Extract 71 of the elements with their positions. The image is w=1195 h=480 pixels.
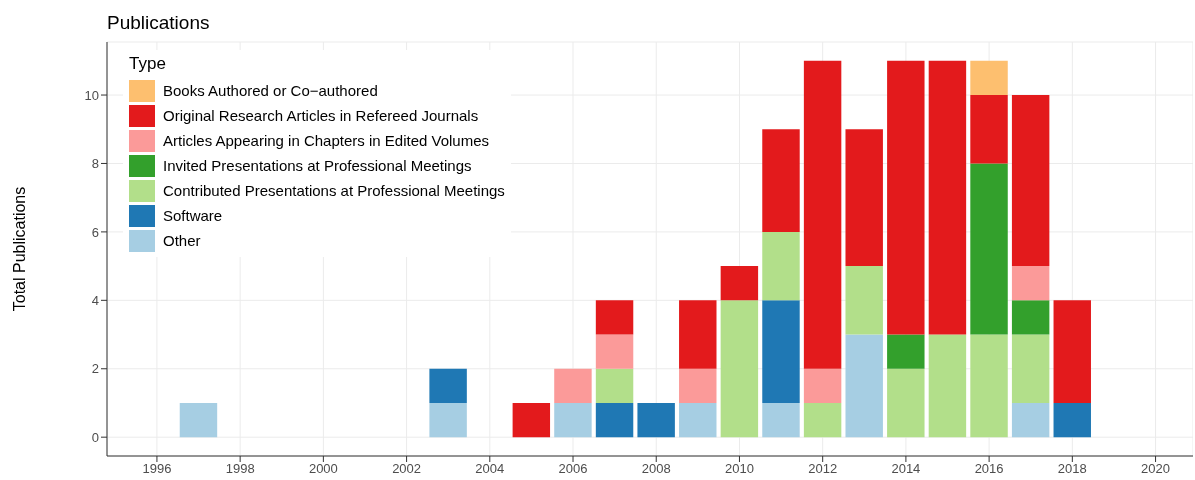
bar bbox=[928, 334, 967, 438]
x-tick-label: 2014 bbox=[891, 461, 921, 477]
legend-label: Books Authored or Co−authored bbox=[163, 82, 378, 99]
x-tick-label: 2008 bbox=[641, 461, 671, 477]
y-tick-label: 4 bbox=[91, 292, 99, 308]
bar bbox=[595, 334, 634, 369]
legend-label: Articles Appearing in Chapters in Edited Volumes bbox=[163, 132, 490, 149]
legend-label: Contributed Presentations at Professional Meetings bbox=[163, 182, 505, 199]
bar bbox=[887, 368, 925, 438]
y-tick-label: 10 bbox=[84, 87, 99, 103]
bar bbox=[679, 402, 717, 438]
bar bbox=[679, 300, 717, 369]
bar bbox=[720, 300, 759, 438]
x-tick-label: 2000 bbox=[308, 461, 338, 477]
bar bbox=[429, 368, 467, 403]
bar bbox=[887, 334, 925, 369]
y-tick-label: 6 bbox=[91, 224, 99, 240]
bar bbox=[928, 60, 967, 335]
legend-label: Original Research Articles in Refereed Journals bbox=[163, 107, 479, 124]
bar bbox=[1053, 300, 1091, 403]
bar bbox=[762, 231, 800, 301]
bar bbox=[1011, 300, 1050, 335]
bar bbox=[803, 402, 842, 438]
bar bbox=[762, 300, 800, 403]
bar bbox=[1011, 266, 1050, 301]
x-tick-label: 2006 bbox=[558, 461, 588, 477]
bar bbox=[845, 129, 883, 267]
bar bbox=[679, 368, 717, 403]
bar bbox=[1011, 95, 1050, 267]
bar bbox=[595, 368, 634, 403]
x-tick-label: 2020 bbox=[1141, 461, 1171, 477]
x-tick-label: 1998 bbox=[225, 461, 255, 477]
bar bbox=[803, 368, 842, 403]
x-tick-label: 2016 bbox=[974, 461, 1004, 477]
bar bbox=[762, 129, 800, 232]
y-tick-label: 2 bbox=[91, 361, 99, 377]
x-tick-label: 2012 bbox=[808, 461, 838, 477]
bar bbox=[1011, 334, 1050, 403]
bar bbox=[1053, 402, 1091, 438]
bar bbox=[970, 334, 1008, 438]
x-tick-label: 2010 bbox=[725, 461, 754, 477]
bar bbox=[970, 163, 1008, 335]
bar bbox=[637, 402, 675, 438]
bar bbox=[845, 266, 883, 335]
bar bbox=[1011, 402, 1050, 438]
legend-label: Software bbox=[163, 207, 223, 224]
x-tick-label: 1996 bbox=[142, 461, 172, 477]
y-axis-title: Total Publications bbox=[11, 186, 29, 312]
bar bbox=[720, 266, 759, 301]
bar bbox=[595, 300, 634, 335]
bar bbox=[429, 402, 467, 438]
bar bbox=[512, 402, 551, 438]
bar bbox=[595, 402, 634, 438]
bar bbox=[762, 402, 800, 438]
bar bbox=[970, 95, 1008, 164]
x-tick-label: 2002 bbox=[392, 461, 422, 477]
legend-title: Type bbox=[129, 54, 167, 74]
bar bbox=[179, 402, 218, 438]
x-tick-label: 2018 bbox=[1057, 461, 1087, 477]
bar bbox=[970, 60, 1008, 96]
y-tick-label: 0 bbox=[91, 429, 99, 445]
bar bbox=[803, 60, 842, 369]
bar bbox=[554, 368, 592, 403]
legend-label: Other bbox=[163, 232, 201, 249]
bar bbox=[845, 334, 883, 438]
y-tick-label: 8 bbox=[91, 156, 99, 172]
bar bbox=[887, 60, 925, 335]
legend-label: Invited Presentations at Professional Meetings bbox=[163, 157, 472, 174]
chart-title: Publications bbox=[107, 12, 210, 34]
x-tick-label: 2004 bbox=[475, 461, 505, 477]
bar bbox=[554, 402, 592, 438]
